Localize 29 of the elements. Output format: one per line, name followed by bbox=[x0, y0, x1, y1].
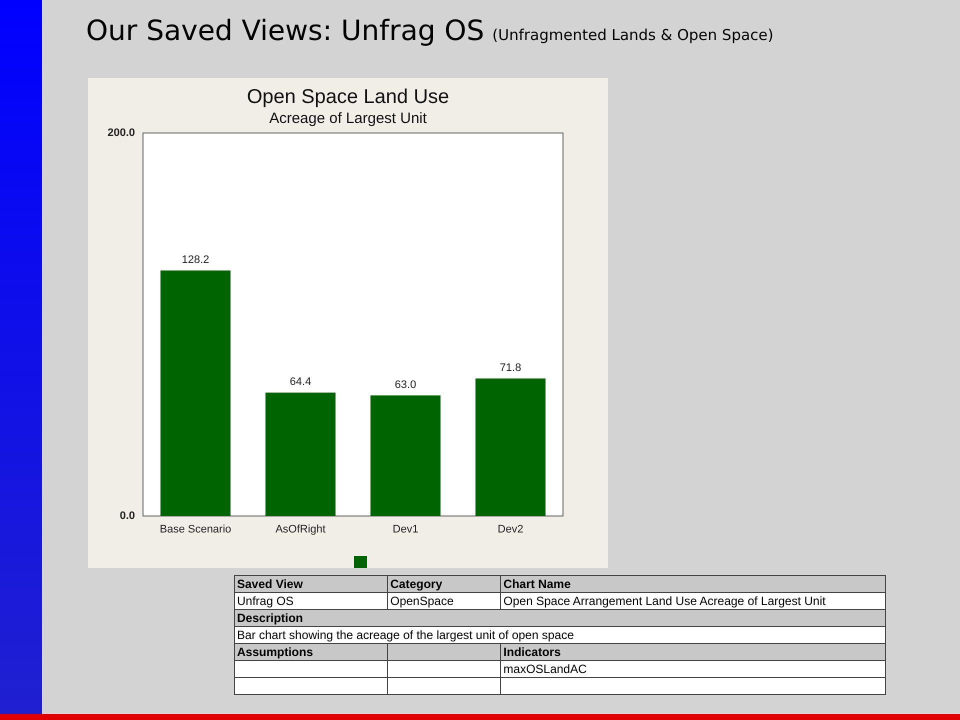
data-label: 128.2 bbox=[182, 254, 210, 266]
text: maxOSLandAC bbox=[500, 660, 886, 678]
text: Open Space Arrangement Land Use Acreage of Largest Unit bbox=[500, 592, 886, 610]
text: Our Saved Views: Unfrag OS bbox=[86, 14, 484, 47]
text: Saved View bbox=[234, 576, 388, 592]
text: (Unfragmented Lands & Open Space) bbox=[492, 26, 774, 44]
chart-title: Open Space Land Use bbox=[246, 86, 450, 108]
data-label: 71.8 bbox=[500, 362, 522, 374]
data-label: 63.0 bbox=[394, 378, 416, 391]
x-tick-label: AsOfRight bbox=[275, 524, 326, 536]
bar bbox=[370, 395, 440, 516]
text: Category bbox=[388, 576, 501, 592]
bar bbox=[476, 378, 546, 516]
text: Indicators bbox=[500, 644, 886, 660]
text: OpenSpace bbox=[388, 592, 501, 610]
x-tick-label: Base Scenario bbox=[160, 524, 232, 536]
y-tick-label: 200.0 bbox=[107, 127, 135, 139]
chart-subtitle: Acreage of Largest Unit bbox=[269, 110, 428, 127]
x-tick-label: Dev2 bbox=[498, 524, 524, 536]
bar bbox=[160, 270, 230, 516]
bar bbox=[266, 392, 336, 516]
x-tick-label: Dev1 bbox=[392, 524, 418, 536]
text: Bar chart showing the acreage of the largest unit of open space bbox=[234, 626, 886, 644]
data-label: 64.4 bbox=[290, 376, 312, 388]
text: Description bbox=[234, 610, 886, 626]
text: Assumptions bbox=[234, 644, 388, 660]
text: Chart Name bbox=[500, 576, 886, 592]
text: Unfrag OS bbox=[234, 592, 388, 610]
y-tick-label: 0.0 bbox=[120, 510, 135, 522]
